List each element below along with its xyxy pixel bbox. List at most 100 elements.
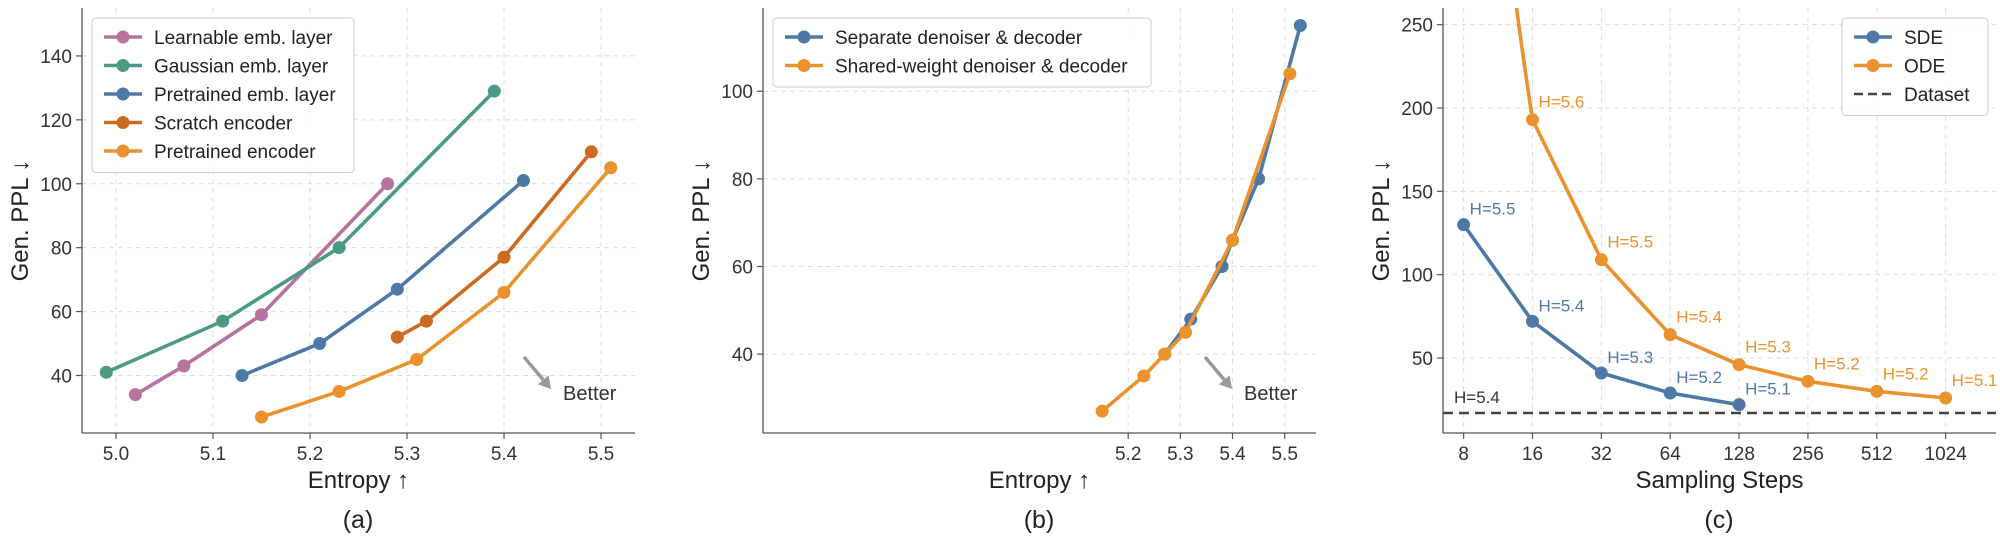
point-label: H=5.5 xyxy=(1470,200,1516,219)
x-tick-label: 5.3 xyxy=(1167,444,1193,465)
better-label: Better xyxy=(563,383,617,405)
data-point xyxy=(254,308,268,322)
data-point xyxy=(1870,384,1884,398)
series-pretrained-emb-layer xyxy=(235,174,530,382)
data-point xyxy=(235,368,249,382)
y-axis-label: Gen. PPL ↓ xyxy=(1368,160,1395,282)
x-tick-label: 5.3 xyxy=(394,444,420,465)
data-point xyxy=(1095,404,1109,418)
series-shared-weight-denoiser-decoder xyxy=(1095,67,1297,418)
x-tick-label: 5.0 xyxy=(103,444,129,465)
data-point xyxy=(390,330,404,344)
point-label: H=5.3 xyxy=(1745,338,1791,357)
legend-swatch-marker xyxy=(116,116,130,129)
plot-area xyxy=(99,84,618,424)
legend-entry: Learnable emb. layer xyxy=(104,28,333,49)
legend-swatch-marker xyxy=(797,30,811,44)
legend-entry: SDE xyxy=(1854,28,1943,49)
legend-entry: Dataset xyxy=(1854,85,1970,106)
point-label: H=5.2 xyxy=(1814,354,1860,373)
data-point xyxy=(332,384,346,398)
data-point xyxy=(1457,218,1471,232)
data-point xyxy=(497,250,511,264)
legend: Separate denoiser & decoder Shared-weight… xyxy=(772,17,1152,88)
series-learnable-emb-layer xyxy=(128,177,395,402)
y-tick-label: 50 xyxy=(1412,349,1433,370)
series-line xyxy=(1100,71,1292,413)
data-point xyxy=(177,359,191,373)
better-arrow-head xyxy=(1218,375,1232,389)
x-tick-label: 512 xyxy=(1861,444,1893,465)
y-tick-label: 80 xyxy=(51,239,72,260)
legend-label: Gaussian emb. layer xyxy=(154,57,329,78)
data-point xyxy=(381,177,395,191)
legend-label: SDE xyxy=(1904,28,1943,49)
y-tick-label: 60 xyxy=(732,258,753,279)
legend-label: Shared-weight denoiser & decoder xyxy=(835,57,1128,78)
x-tick-label: 256 xyxy=(1792,444,1824,465)
y-tick-label: 80 xyxy=(732,170,753,191)
legend-label: Pretrained encoder xyxy=(154,142,316,163)
series-scratch-encoder xyxy=(390,145,598,344)
point-label: H=5.1 xyxy=(1745,380,1791,399)
x-tick-label: 5.4 xyxy=(1219,444,1246,465)
better-arrow-head xyxy=(537,375,551,389)
series-line xyxy=(395,149,594,339)
x-tick-label: 1024 xyxy=(1925,444,1968,465)
legend-entry: Separate denoiser & decoder xyxy=(785,28,1083,49)
legend-label: ODE xyxy=(1904,57,1945,78)
y-tick-label: 60 xyxy=(51,303,72,324)
legend-box xyxy=(1841,17,1989,116)
data-point xyxy=(1525,113,1539,127)
legend: SDE ODE Dataset xyxy=(1841,17,1989,116)
series-gaussian-emb-layer xyxy=(99,84,501,379)
panel-label: (c) xyxy=(1704,506,1733,534)
x-tick-label: 5.1 xyxy=(200,444,226,465)
y-tick-label: 250 xyxy=(1401,16,1433,37)
data-point xyxy=(1663,386,1677,400)
panel-b-chart: 5.2 5.3 5.4 5.5 40 60 80 100 Entropy ↑ Gen. PPL ↓… xyxy=(688,8,1316,534)
legend-swatch-marker xyxy=(1866,59,1880,72)
panel-c-chart: 8 16 32 64 128 256 512 1024 50 100 150 200 250 Sampli… xyxy=(1368,8,1997,534)
panel-label: (b) xyxy=(1024,506,1055,534)
data-point xyxy=(419,314,433,328)
legend-entry: Pretrained encoder xyxy=(104,142,316,163)
x-tick-label: 16 xyxy=(1522,444,1543,465)
data-point xyxy=(216,314,230,328)
legend-label: Pretrained emb. layer xyxy=(154,85,336,106)
legend-entry: Shared-weight denoiser & decoder xyxy=(785,57,1128,78)
data-point xyxy=(1732,398,1746,412)
data-point xyxy=(1594,253,1608,267)
plot-area xyxy=(1095,19,1307,418)
data-point xyxy=(1137,369,1151,383)
data-point xyxy=(584,145,598,159)
point-label: H=5.2 xyxy=(1676,368,1722,387)
data-point xyxy=(332,241,346,255)
better-arrow-shaft xyxy=(522,355,545,381)
better-annotation: Better xyxy=(1203,355,1298,405)
series-line xyxy=(104,89,497,375)
legend-label: Scratch encoder xyxy=(154,114,293,135)
x-tick-label: 128 xyxy=(1723,444,1755,465)
legend-swatch-marker xyxy=(116,144,130,158)
data-point xyxy=(1226,233,1240,247)
data-point xyxy=(487,84,501,98)
better-annotation: Better xyxy=(522,355,617,405)
legend-label: Dataset xyxy=(1904,85,1970,106)
series-line xyxy=(1514,8,1948,400)
legend-swatch-marker xyxy=(1866,30,1880,44)
data-point xyxy=(1663,328,1677,342)
y-tick-label: 140 xyxy=(40,47,72,68)
panel-a-chart: 5.0 5.1 5.2 5.3 5.4 5.5 40 60 80 100 120 140 Entropy… xyxy=(7,8,635,534)
legend-entry: Scratch encoder xyxy=(104,114,293,135)
point-label: H=5.3 xyxy=(1607,348,1653,367)
series-line xyxy=(133,181,390,397)
data-point xyxy=(604,161,618,175)
data-point xyxy=(1801,374,1815,388)
legend-label: Separate denoiser & decoder xyxy=(835,28,1083,49)
legend-swatch-marker xyxy=(116,59,130,72)
legend-swatch-marker xyxy=(116,87,130,101)
data-point xyxy=(1293,19,1307,33)
data-point xyxy=(1939,391,1953,405)
